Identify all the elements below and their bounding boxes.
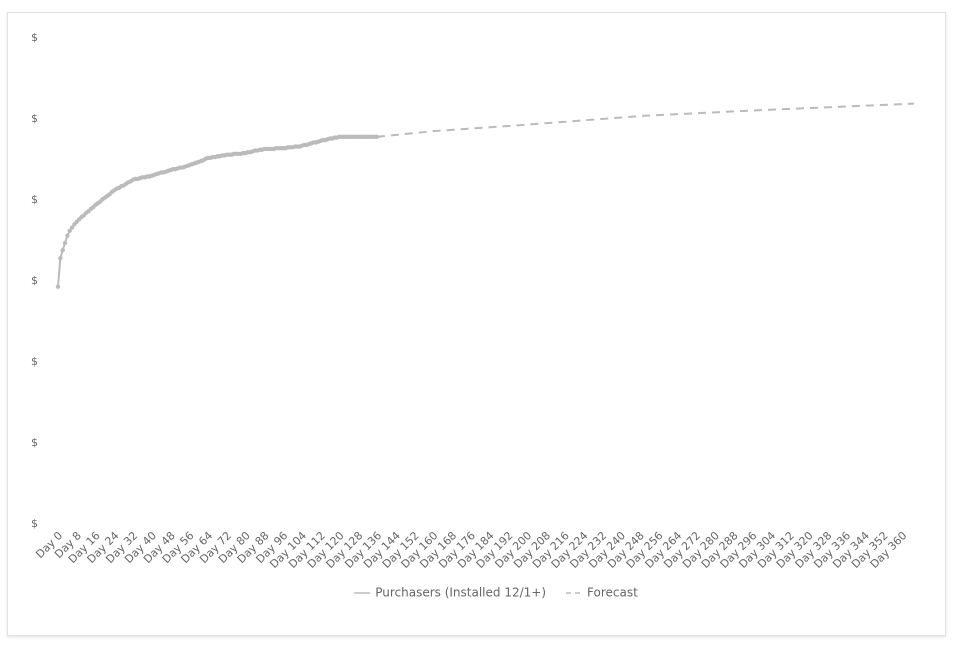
legend-label: Forecast bbox=[587, 586, 638, 600]
y-tick-label: $ bbox=[31, 31, 38, 44]
series-line bbox=[57, 135, 377, 287]
data-point bbox=[65, 233, 70, 238]
data-point bbox=[67, 228, 72, 233]
data-point bbox=[60, 248, 65, 253]
legend: Purchasers (Installed 12/1+) Forecast bbox=[354, 586, 638, 600]
data-point bbox=[62, 240, 68, 246]
legend-label: Purchasers (Installed 12/1+) bbox=[375, 586, 546, 600]
y-tick-label: $ bbox=[31, 112, 38, 125]
y-tick-label: $ bbox=[31, 274, 38, 287]
data-point bbox=[55, 284, 61, 289]
data-point bbox=[58, 256, 63, 261]
y-tick-label: $ bbox=[31, 355, 38, 368]
y-tick-label: $ bbox=[31, 193, 38, 206]
y-tick-label: $ bbox=[31, 436, 38, 449]
y-tick-label: $ bbox=[31, 517, 38, 530]
chart-card bbox=[7, 12, 946, 636]
data-point bbox=[69, 225, 75, 230]
series-line bbox=[376, 102, 915, 138]
